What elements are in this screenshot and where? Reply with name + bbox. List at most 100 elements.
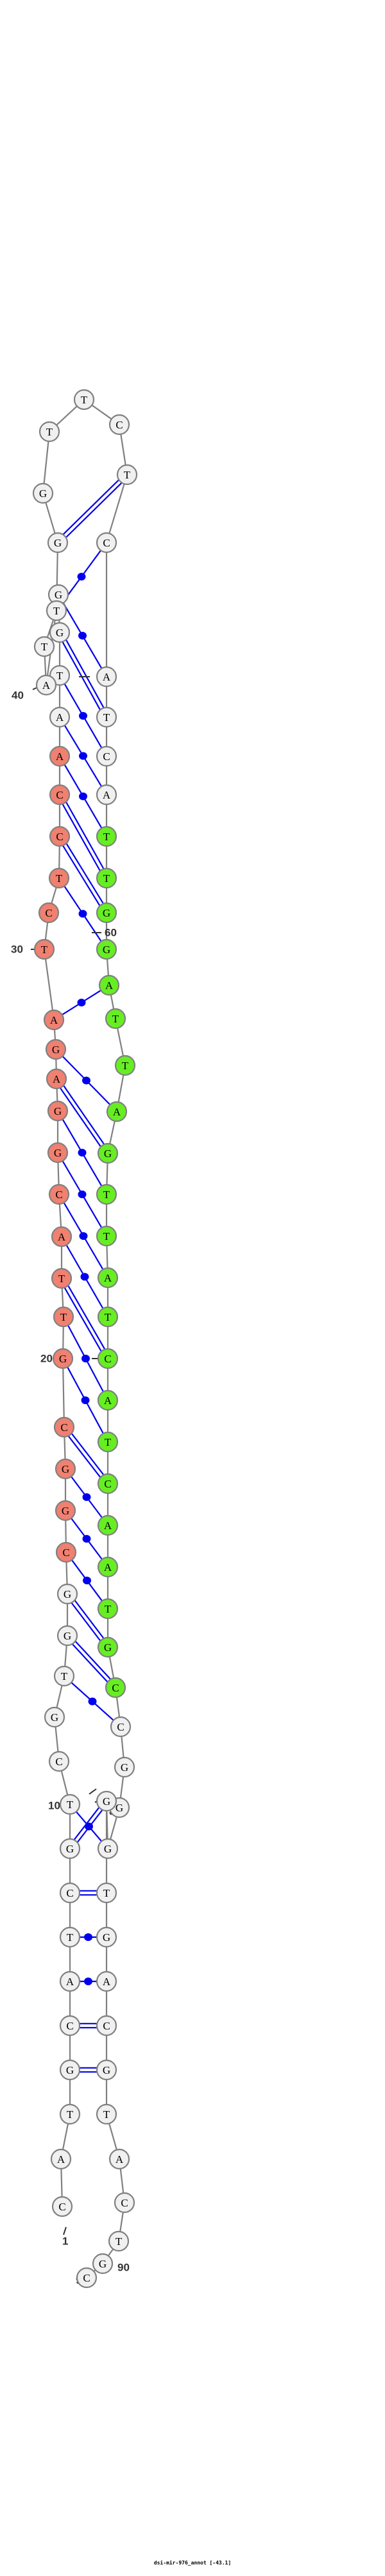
nucleotide-node[interactable]: C	[48, 1750, 70, 1772]
nucleotide-circle[interactable]	[96, 902, 117, 924]
nucleotide-node[interactable]: C	[97, 1348, 119, 1369]
nucleotide-node[interactable]: A	[98, 974, 120, 996]
nucleotide-node[interactable]: T	[59, 1793, 81, 1815]
nucleotide-node[interactable]: T	[48, 867, 70, 889]
nucleotide-circle[interactable]	[96, 1882, 117, 1904]
nucleotide-node[interactable]: G	[44, 1706, 65, 1728]
nucleotide-node[interactable]: G	[52, 1348, 74, 1369]
nucleotide-node[interactable]: C	[96, 2015, 117, 2037]
nucleotide-circle[interactable]	[97, 1598, 119, 1620]
nucleotide-node[interactable]: T	[116, 464, 138, 486]
nucleotide-node[interactable]: G	[47, 532, 69, 554]
nucleotide-node[interactable]: C	[97, 1473, 119, 1495]
nucleotide-circle[interactable]	[49, 826, 71, 847]
nucleotide-node[interactable]: C	[96, 532, 117, 554]
nucleotide-circle[interactable]	[96, 1183, 117, 1205]
nucleotide-circle[interactable]	[114, 2192, 135, 2214]
nucleotide-circle[interactable]	[48, 1750, 70, 1772]
nucleotide-node[interactable]: G	[96, 902, 117, 924]
nucleotide-circle[interactable]	[97, 1389, 119, 1411]
nucleotide-node[interactable]: C	[114, 2192, 135, 2214]
nucleotide-node[interactable]: G	[97, 1142, 119, 1164]
nucleotide-node[interactable]: G	[55, 1500, 76, 1521]
nucleotide-circle[interactable]	[92, 2253, 114, 2275]
nucleotide-circle[interactable]	[97, 1142, 119, 1164]
nucleotide-circle[interactable]	[108, 2230, 130, 2252]
nucleotide-node[interactable]: C	[110, 1716, 132, 1738]
nucleotide-node[interactable]: G	[59, 1838, 81, 1860]
nucleotide-circle[interactable]	[97, 1306, 119, 1328]
nucleotide-node[interactable]: T	[97, 1431, 119, 1453]
nucleotide-circle[interactable]	[47, 1100, 69, 1122]
nucleotide-node[interactable]: A	[59, 1970, 81, 1992]
nucleotide-circle[interactable]	[96, 2059, 117, 2081]
nucleotide-node[interactable]: T	[96, 1183, 117, 1205]
nucleotide-node[interactable]: G	[92, 2253, 114, 2275]
nucleotide-node[interactable]: T	[59, 1926, 81, 1948]
nucleotide-circle[interactable]	[51, 1267, 73, 1289]
nucleotide-circle[interactable]	[51, 2196, 73, 2217]
nucleotide-circle[interactable]	[50, 2148, 72, 2170]
nucleotide-circle[interactable]	[76, 2267, 98, 2289]
nucleotide-node[interactable]: T	[108, 2230, 130, 2252]
nucleotide-circle[interactable]	[45, 1038, 67, 1060]
nucleotide-circle[interactable]	[96, 1225, 117, 1247]
nucleotide-circle[interactable]	[59, 1926, 81, 1948]
nucleotide-circle[interactable]	[48, 1183, 70, 1205]
nucleotide-node[interactable]: C	[53, 1416, 75, 1438]
nucleotide-node[interactable]: G	[59, 2059, 81, 2081]
nucleotide-node[interactable]: C	[105, 1677, 126, 1699]
nucleotide-node[interactable]: T	[51, 1267, 73, 1289]
nucleotide-node[interactable]: G	[55, 1458, 76, 1480]
nucleotide-node[interactable]: C	[76, 2267, 98, 2289]
nucleotide-circle[interactable]	[59, 2015, 81, 2037]
nucleotide-circle[interactable]	[97, 1838, 119, 1860]
nucleotide-node[interactable]: A	[43, 1009, 65, 1031]
nucleotide-node[interactable]: A	[49, 706, 71, 728]
nucleotide-node[interactable]: A	[46, 1068, 67, 1090]
nucleotide-node[interactable]: G	[47, 1100, 69, 1122]
nucleotide-circle[interactable]	[96, 706, 117, 728]
nucleotide-node[interactable]: A	[108, 2148, 130, 2170]
nucleotide-circle[interactable]	[59, 1838, 81, 1860]
nucleotide-node[interactable]: G	[97, 1838, 119, 1860]
nucleotide-circle[interactable]	[49, 784, 71, 806]
nucleotide-circle[interactable]	[52, 1348, 74, 1369]
nucleotide-circle[interactable]	[47, 532, 69, 554]
nucleotide-circle[interactable]	[48, 867, 70, 889]
nucleotide-circle[interactable]	[73, 389, 95, 411]
nucleotide-node[interactable]: A	[96, 1970, 117, 1992]
nucleotide-node[interactable]: G	[47, 1142, 69, 1164]
nucleotide-circle[interactable]	[53, 1665, 75, 1687]
nucleotide-circle[interactable]	[49, 622, 71, 643]
nucleotide-node[interactable]: T	[73, 389, 95, 411]
nucleotide-node[interactable]: A	[50, 2148, 72, 2170]
nucleotide-circle[interactable]	[96, 666, 117, 688]
nucleotide-node[interactable]: T	[59, 2103, 81, 2125]
nucleotide-node[interactable]: T	[38, 421, 60, 443]
nucleotide-node[interactable]: T	[97, 1598, 119, 1620]
nucleotide-node[interactable]: A	[106, 1101, 128, 1123]
nucleotide-circle[interactable]	[96, 826, 117, 847]
nucleotide-node[interactable]: A	[97, 1267, 119, 1289]
nucleotide-circle[interactable]	[114, 1756, 135, 1778]
nucleotide-circle[interactable]	[46, 600, 67, 622]
nucleotide-node[interactable]: C	[48, 1183, 70, 1205]
nucleotide-node[interactable]: T	[53, 1306, 74, 1328]
nucleotide-circle[interactable]	[53, 1416, 75, 1438]
nucleotide-node[interactable]: A	[51, 1226, 73, 1248]
nucleotide-node[interactable]: G	[96, 938, 117, 960]
nucleotide-node[interactable]: T	[96, 867, 117, 889]
nucleotide-circle[interactable]	[96, 1926, 117, 1948]
nucleotide-node[interactable]: A	[97, 1556, 119, 1578]
nucleotide-circle[interactable]	[97, 1431, 119, 1453]
nucleotide-circle[interactable]	[56, 1583, 78, 1605]
nucleotide-node[interactable]: T	[97, 1306, 119, 1328]
nucleotide-node[interactable]: A	[97, 1389, 119, 1411]
nucleotide-circle[interactable]	[97, 1348, 119, 1369]
nucleotide-node[interactable]: T	[96, 706, 117, 728]
nucleotide-circle[interactable]	[55, 1500, 76, 1521]
nucleotide-circle[interactable]	[38, 421, 60, 443]
nucleotide-node[interactable]: A	[96, 666, 117, 688]
nucleotide-node[interactable]: T	[53, 1665, 75, 1687]
